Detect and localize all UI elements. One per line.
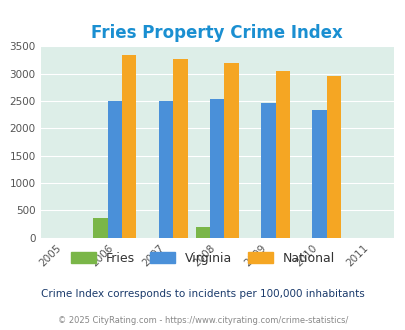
Title: Fries Property Crime Index: Fries Property Crime Index (91, 24, 342, 42)
Bar (173, 59, 187, 238)
Bar (326, 76, 340, 238)
Bar (275, 71, 289, 238)
Bar (209, 99, 224, 238)
Bar (158, 101, 173, 238)
Bar (107, 101, 122, 238)
Bar (312, 110, 326, 238)
Text: © 2025 CityRating.com - https://www.cityrating.com/crime-statistics/: © 2025 CityRating.com - https://www.city… (58, 316, 347, 325)
Text: Crime Index corresponds to incidents per 100,000 inhabitants: Crime Index corresponds to incidents per… (41, 289, 364, 299)
Bar (260, 103, 275, 238)
Bar (93, 218, 107, 238)
Bar (122, 55, 136, 238)
Bar (224, 63, 238, 238)
Legend: Fries, Virginia, National: Fries, Virginia, National (66, 247, 339, 270)
Bar (195, 227, 209, 238)
